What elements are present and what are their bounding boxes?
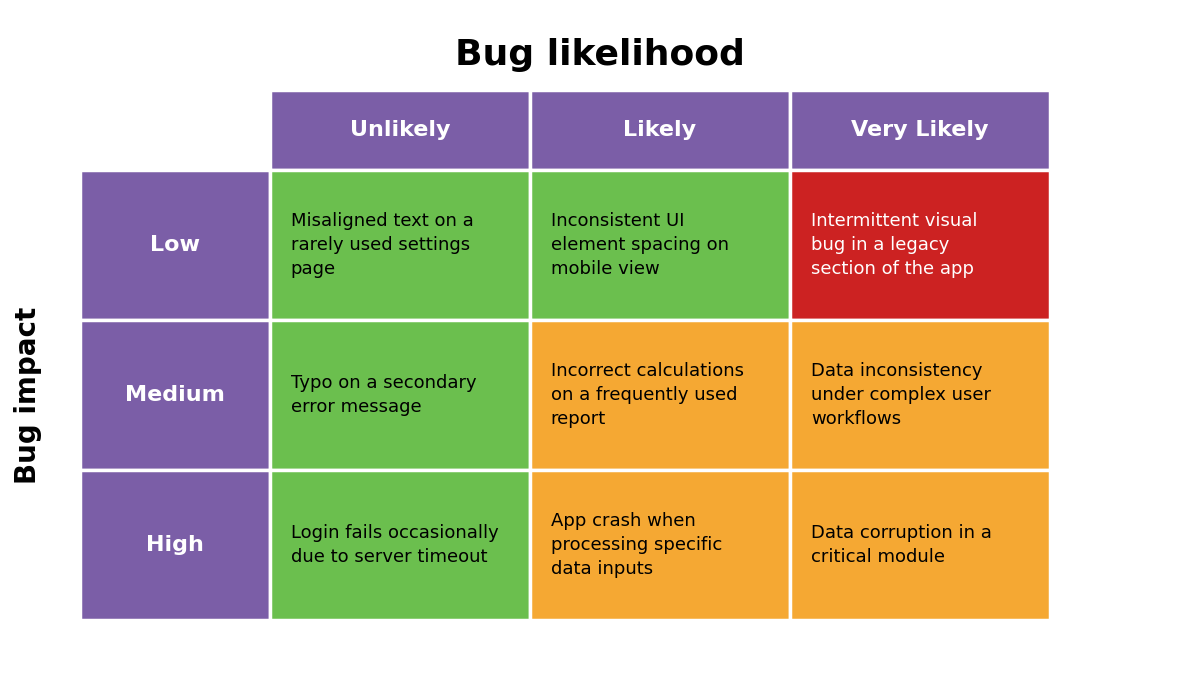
Text: Bug impact: Bug impact <box>14 307 42 484</box>
FancyBboxPatch shape <box>790 320 1050 470</box>
FancyBboxPatch shape <box>270 470 530 620</box>
Text: Low: Low <box>150 235 200 255</box>
Text: Intermittent visual
bug in a legacy
section of the app: Intermittent visual bug in a legacy sect… <box>811 212 977 278</box>
Text: Inconsistent UI
element spacing on
mobile view: Inconsistent UI element spacing on mobil… <box>551 212 728 278</box>
FancyBboxPatch shape <box>270 170 530 320</box>
FancyBboxPatch shape <box>790 90 1050 170</box>
FancyBboxPatch shape <box>530 320 790 470</box>
FancyBboxPatch shape <box>790 470 1050 620</box>
Text: Login fails occasionally
due to server timeout: Login fails occasionally due to server t… <box>290 524 498 566</box>
Text: Misaligned text on a
rarely used settings
page: Misaligned text on a rarely used setting… <box>290 212 474 278</box>
FancyBboxPatch shape <box>530 170 790 320</box>
Text: Data inconsistency
under complex user
workflows: Data inconsistency under complex user wo… <box>811 363 991 428</box>
Text: Medium: Medium <box>125 385 224 405</box>
Text: Unlikely: Unlikely <box>349 120 450 140</box>
FancyBboxPatch shape <box>80 470 270 620</box>
FancyBboxPatch shape <box>790 170 1050 320</box>
Text: Typo on a secondary
error message: Typo on a secondary error message <box>290 374 476 416</box>
Text: High: High <box>146 535 204 555</box>
Text: Likely: Likely <box>624 120 696 140</box>
FancyBboxPatch shape <box>530 470 790 620</box>
Text: App crash when
processing specific
data inputs: App crash when processing specific data … <box>551 512 722 578</box>
FancyBboxPatch shape <box>80 170 270 320</box>
Text: Incorrect calculations
on a frequently used
report: Incorrect calculations on a frequently u… <box>551 363 744 428</box>
FancyBboxPatch shape <box>530 90 790 170</box>
Text: Very Likely: Very Likely <box>851 120 989 140</box>
Text: Data corruption in a
critical module: Data corruption in a critical module <box>811 524 991 566</box>
FancyBboxPatch shape <box>80 320 270 470</box>
Text: Bug likelihood: Bug likelihood <box>455 38 745 72</box>
FancyBboxPatch shape <box>270 90 530 170</box>
FancyBboxPatch shape <box>270 320 530 470</box>
